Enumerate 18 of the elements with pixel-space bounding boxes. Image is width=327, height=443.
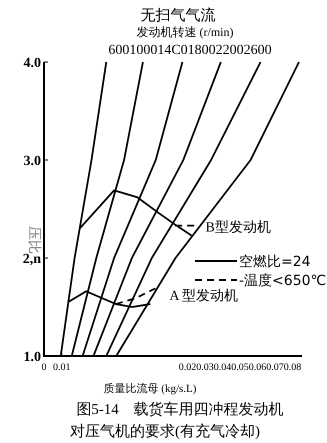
legend-label: 空燃比=24 (239, 254, 311, 270)
y-tick-label: 4.0 (24, 56, 41, 71)
y-tick-label: 2,n (22, 252, 42, 267)
chart-title: 无扫气气流 (140, 6, 216, 24)
text: 发动机转速 (r/min) (136, 25, 234, 39)
y-tick-label: 3.0 (24, 154, 41, 169)
annotation: A 型发动机 (169, 288, 238, 304)
x-axis-title: 质量比流母 (kg/s.L) (104, 382, 197, 395)
caption: 图5-14 载货车用四冲程发动机 (76, 401, 284, 418)
y-axis-title: 压比 (26, 226, 42, 254)
y-tick-label: 1.0 (24, 350, 41, 365)
x-tick-label: 0.01 (53, 362, 71, 373)
text: 600100014C0180022002600 (108, 43, 272, 58)
text: 0.020.030.040.050.060.070.08 (178, 362, 302, 373)
text: 对压气机的要求(有充气冷却) (70, 423, 260, 440)
annotation: B型发动机 (206, 219, 271, 236)
legend-label: -温度<650℃ (239, 273, 326, 289)
x-tick-label: 0 (42, 362, 46, 373)
